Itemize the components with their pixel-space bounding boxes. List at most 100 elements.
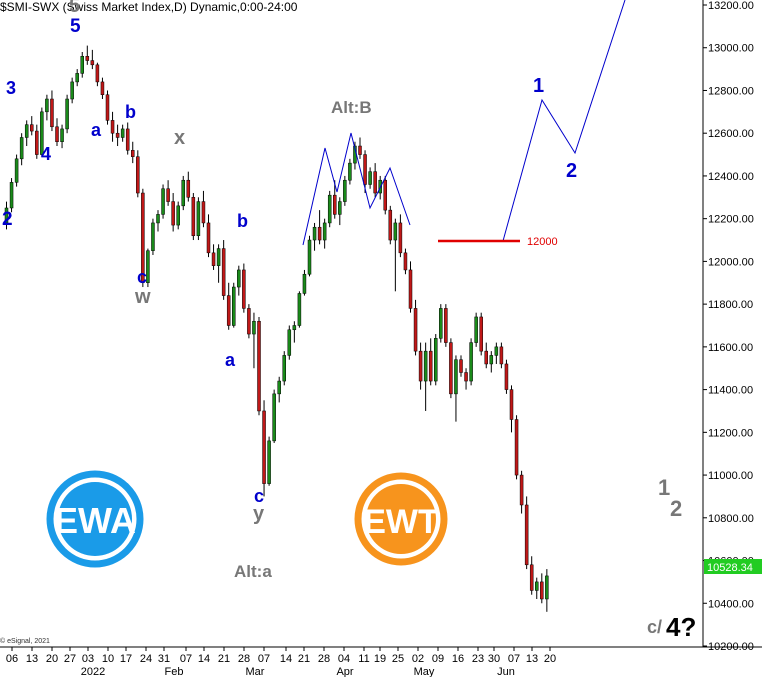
candle-body <box>398 222 403 254</box>
wave-label-2-grey: 2 <box>670 496 682 521</box>
month-label: Apr <box>336 666 353 677</box>
candle-body <box>292 325 297 331</box>
candle-body <box>75 73 79 83</box>
candle-body <box>333 194 337 215</box>
candle-body <box>348 162 352 181</box>
date-tick-label: 07 <box>180 653 192 665</box>
candle-body <box>499 346 504 365</box>
candle-body <box>242 269 246 309</box>
candle-body <box>403 252 408 271</box>
candle-body <box>393 222 398 241</box>
wave-label-3: 3 <box>6 78 16 98</box>
date-tick-label: 07 <box>508 653 520 665</box>
candle-body <box>151 222 155 251</box>
price-tick-label: 12600.00 <box>708 128 754 140</box>
candle-body <box>262 410 266 484</box>
candle-body <box>161 188 165 215</box>
candle-body <box>327 194 332 224</box>
candle-body <box>363 154 367 185</box>
candle-body <box>131 150 135 157</box>
candle-body <box>312 226 317 241</box>
wave-label-5: 5 <box>70 16 81 37</box>
candle-body <box>40 111 44 155</box>
candle-body <box>19 137 24 160</box>
svg-text:EWT: EWT <box>363 503 439 541</box>
date-tick-label: 21 <box>218 653 230 665</box>
candle-body <box>459 359 463 373</box>
candle-body <box>373 171 377 194</box>
candle-body <box>343 179 347 202</box>
candle-body <box>545 575 549 600</box>
date-tick-label: 09 <box>432 653 444 665</box>
candle-body <box>60 128 64 142</box>
candle-body <box>206 222 211 254</box>
candle-body <box>156 214 160 224</box>
date-tick-label: 14 <box>280 653 292 665</box>
date-tick-label: 02 <box>412 653 424 665</box>
candle-body <box>65 98 69 130</box>
candle-body <box>257 320 261 412</box>
candle-body <box>297 293 302 326</box>
candle-body <box>100 81 105 95</box>
candle-body <box>201 201 206 224</box>
date-tick-label: 13 <box>526 653 538 665</box>
wave-label-a-2: a <box>225 350 236 370</box>
price-tick-label: 11200.00 <box>708 427 753 439</box>
candle-body <box>9 182 14 209</box>
wave-label-2-blue: 2 <box>566 160 577 182</box>
candle-body <box>509 389 514 420</box>
wave-label-c-1: c <box>137 267 147 287</box>
price-tick-label: 11600.00 <box>708 342 753 354</box>
candle-body <box>35 130 39 155</box>
price-tick-label: 13200.00 <box>708 0 754 12</box>
candles-group <box>4 45 549 612</box>
price-tick-label: 12400.00 <box>708 171 754 183</box>
wave-label-alt-a: Alt:a <box>234 562 272 581</box>
date-tick-label: 11 <box>358 653 369 665</box>
candle-body <box>439 308 443 339</box>
price-tick-label: 11400.00 <box>708 385 753 397</box>
wave-label-x: x <box>174 127 185 149</box>
candle-body <box>14 158 19 183</box>
candle-body <box>211 252 216 266</box>
candle-body <box>287 329 292 356</box>
horizontal-level-label: 12000 <box>527 236 558 248</box>
date-tick-label: 07 <box>258 653 270 665</box>
date-tick-label: 16 <box>452 653 464 665</box>
wave-projection-path <box>502 0 626 242</box>
price-tick-label: 12000.00 <box>708 256 754 268</box>
candle-body <box>146 250 150 284</box>
month-label: May <box>414 666 435 677</box>
candle-body <box>444 308 448 343</box>
candle-body <box>166 188 170 202</box>
candle-body <box>115 132 120 138</box>
candle-body <box>282 355 286 382</box>
price-tick-label: 11000.00 <box>708 470 753 482</box>
date-tick-label: 03 <box>82 653 94 665</box>
source-credit: © eSignal, 2021 <box>0 637 50 645</box>
candle-body <box>247 308 251 335</box>
candle-body <box>338 201 342 215</box>
wave-b-path <box>302 132 411 246</box>
date-tick-label: 20 <box>46 653 58 665</box>
month-label: Jun <box>497 666 515 677</box>
wave-label-2: 2 <box>2 209 13 230</box>
chart-title: $SMI-SWX (Swiss Market Index,D) Dynamic,… <box>0 0 298 14</box>
date-tick-label: 23 <box>472 653 484 665</box>
candle-body <box>70 81 74 100</box>
candle-body <box>434 338 438 382</box>
wave-label-alt-5: 5 <box>69 0 80 17</box>
candle-body <box>454 359 458 395</box>
candle-body <box>221 248 226 296</box>
candle-body <box>186 179 191 198</box>
candle-body <box>272 393 276 442</box>
date-tick-label: 25 <box>392 653 404 665</box>
candle-body <box>80 56 84 74</box>
month-label: Feb <box>165 666 184 677</box>
last-price-tag <box>704 559 762 574</box>
date-tick-label: 27 <box>64 653 76 665</box>
candle-body <box>110 120 115 134</box>
candle-body <box>322 222 327 241</box>
svg-text:EWA: EWA <box>54 500 136 541</box>
